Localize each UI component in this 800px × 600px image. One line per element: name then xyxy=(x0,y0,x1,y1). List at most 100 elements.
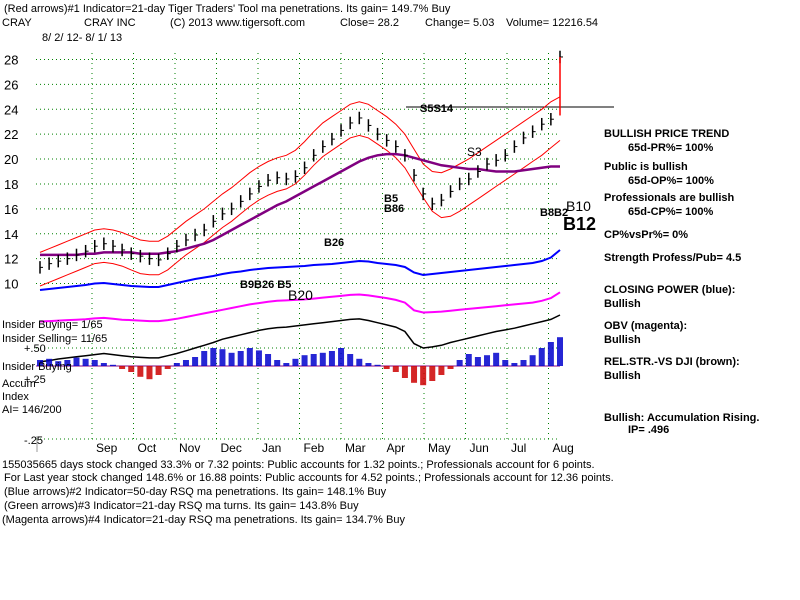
accum-bar xyxy=(502,360,509,366)
accum-bar xyxy=(392,366,399,372)
op-value: 65d-OP%= 100% xyxy=(628,175,714,187)
x-tick-label: Jun xyxy=(470,441,489,455)
price-bands xyxy=(39,96,561,287)
footer-line-2: For Last year stock changed 148.6% or 16… xyxy=(4,472,614,484)
plus-50-label: +.50 xyxy=(24,343,46,355)
accum-bar xyxy=(493,352,500,366)
footer-line-1: 155035665 days stock changed 33.3% or 7.… xyxy=(2,459,595,471)
y-tick-label: 20 xyxy=(4,152,18,167)
accum-bar xyxy=(374,364,381,366)
ip-value: IP= .496 xyxy=(628,424,670,436)
accum-bar xyxy=(201,351,208,366)
closing-power-value: Bullish xyxy=(604,298,641,310)
accum-bar xyxy=(338,348,345,366)
footer-line-3: (Blue arrows)#2 Indicator=50-day RSQ ma … xyxy=(4,486,387,498)
accum-bar xyxy=(547,342,554,366)
accum-bar xyxy=(557,337,563,366)
annot-b20: B20 xyxy=(288,287,313,303)
y-tick-label: 22 xyxy=(4,127,18,142)
header-company: CRAY INC xyxy=(84,17,136,29)
relstr-line xyxy=(39,314,561,363)
accum-bar xyxy=(91,360,98,366)
insider-buying-label: Insider Buying= 1/65 xyxy=(2,319,103,331)
accum-bar xyxy=(100,363,107,366)
header-volume: Volume= 12216.54 xyxy=(506,17,599,29)
header-change: Change= 5.03 xyxy=(425,17,495,29)
insider-selling-label: Insider Selling= 11/65 xyxy=(2,333,108,345)
accum-bar xyxy=(484,355,491,366)
obv-line xyxy=(39,291,561,323)
y-tick-label: 16 xyxy=(4,202,18,217)
x-tick-label: Jan xyxy=(262,441,281,455)
accum-bar xyxy=(347,354,354,366)
annot-b10: B10 xyxy=(566,198,591,214)
accum-bar xyxy=(356,358,363,366)
y-tick-label: 14 xyxy=(4,227,18,242)
x-tick-label: Mar xyxy=(345,441,366,455)
accum-bar xyxy=(465,354,472,366)
ma-line xyxy=(40,152,560,257)
cp-value: 65d-CP%= 100% xyxy=(628,206,714,218)
index-label: Index xyxy=(2,391,29,403)
annot-b-cluster: B8B2 xyxy=(540,207,569,219)
x-tick-label: Oct xyxy=(138,441,157,455)
price-series xyxy=(39,50,563,274)
accum-bar xyxy=(237,351,244,366)
x-tick-label: Sep xyxy=(96,441,118,455)
annot-s3: S3 xyxy=(467,145,482,159)
accum-bar xyxy=(401,366,408,378)
accum-bar xyxy=(265,354,272,366)
accum-bar xyxy=(173,363,180,366)
pros-title: Professionals are bullish xyxy=(604,192,735,204)
y-tick-label: 24 xyxy=(4,102,18,117)
accum-bar xyxy=(46,358,53,366)
upper-band xyxy=(39,96,561,253)
header-indicator-line: (Red arrows)#1 Indicator=21-day Tiger Tr… xyxy=(4,3,451,15)
x-tick-label: Apr xyxy=(387,441,406,455)
accum-bar xyxy=(283,363,290,366)
accum-bar xyxy=(219,349,226,366)
accum-bar xyxy=(128,366,135,372)
accum-bar xyxy=(37,360,43,366)
accum-bar xyxy=(55,361,62,366)
obv-value: Bullish xyxy=(604,334,641,346)
accum-bar xyxy=(438,366,445,375)
trend-title: BULLISH PRICE TREND xyxy=(604,128,730,140)
header-date-range: 8/ 2/ 12- 8/ 1/ 13 xyxy=(42,32,123,44)
footer-line-4: (Green arrows)#3 Indicator=21-day RSQ ma… xyxy=(4,500,359,512)
cp-vs-pr: CP%vsPr%= 0% xyxy=(604,229,689,241)
accum-bar xyxy=(246,348,253,366)
accumulation-index xyxy=(37,337,563,386)
accum-bar xyxy=(310,354,317,366)
annot-s5s14: S5S14 xyxy=(420,103,454,115)
x-tick-label: Nov xyxy=(179,441,200,455)
accum-bar xyxy=(365,363,372,366)
accum-bar xyxy=(228,352,235,366)
accum-bar xyxy=(292,358,299,366)
y-tick-label: 10 xyxy=(4,277,18,292)
pr-value: 65d-PR%= 100% xyxy=(628,142,714,154)
lower-band xyxy=(39,134,561,287)
x-axis-months: Sep Oct Nov Dec Jan Feb Mar Apr May Jun Jul Aug xyxy=(96,441,574,455)
annot-b5: B5 xyxy=(384,193,399,205)
annot-b26: B26 xyxy=(324,237,345,249)
accum-bar xyxy=(109,364,116,366)
accum-bar xyxy=(192,357,199,366)
accum-bar xyxy=(447,366,454,369)
closing-power-line xyxy=(39,249,561,291)
accum-bar xyxy=(210,348,217,366)
header-symbol: CRAY xyxy=(2,17,32,29)
accum-bar xyxy=(73,357,80,366)
moving-average xyxy=(40,152,560,257)
accum-bar xyxy=(474,357,481,366)
x-tick-label: May xyxy=(428,441,451,455)
public-title: Public is bullish xyxy=(604,161,688,173)
accum-bar xyxy=(64,360,71,366)
accum-bar xyxy=(411,366,418,383)
accum-bar xyxy=(301,355,308,366)
accum-bar xyxy=(82,358,89,366)
relstr-value: Bullish xyxy=(604,370,641,382)
y-tick-label: 12 xyxy=(4,252,18,267)
accum-bar xyxy=(164,366,171,369)
